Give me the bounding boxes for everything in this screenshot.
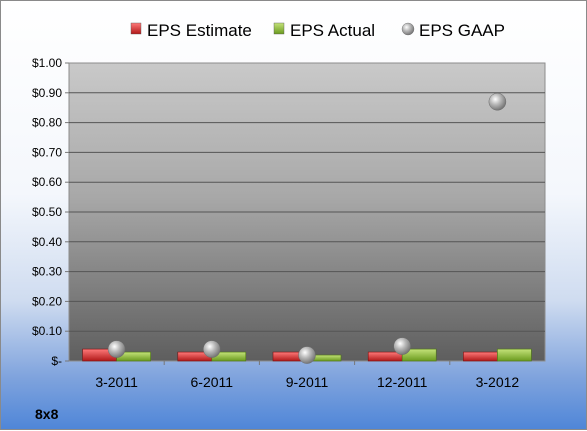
- y-tick-label: $0.40: [32, 235, 62, 249]
- y-tick-label: $0.20: [32, 294, 62, 308]
- x-tick-label: 12-2011: [377, 374, 428, 390]
- legend-label: EPS Actual: [290, 21, 375, 40]
- bar-eps-actual: [401, 348, 437, 362]
- legend-label: EPS GAAP: [419, 21, 505, 40]
- legend-swatch: [273, 22, 285, 35]
- point-eps-gaap: [298, 346, 316, 364]
- x-tick-label: 3-2012: [476, 374, 520, 390]
- x-tick-label: 9-2011: [286, 374, 329, 390]
- y-tick-label: $0.30: [32, 265, 62, 279]
- legend-swatch: [130, 22, 142, 35]
- bar-eps-estimate: [367, 351, 403, 362]
- y-tick-label: $0.70: [32, 145, 62, 159]
- y-tick-label: $-: [51, 354, 62, 368]
- x-tick-label: 3-2011: [95, 374, 138, 390]
- bar-eps-actual: [497, 348, 532, 362]
- company-label: 8x8: [35, 406, 59, 422]
- y-tick-label: $0.50: [32, 205, 62, 219]
- bar-eps-estimate: [463, 351, 498, 362]
- point-eps-gaap: [203, 340, 221, 358]
- point-eps-gaap: [488, 92, 507, 111]
- y-tick-label: $0.60: [32, 175, 62, 189]
- y-tick-label: $1.00: [32, 56, 62, 70]
- point-eps-gaap: [393, 337, 411, 355]
- y-tick-label: $0.90: [32, 86, 62, 100]
- legend-swatch: [401, 22, 415, 36]
- legend-label: EPS Estimate: [147, 21, 252, 40]
- point-eps-gaap: [107, 340, 126, 358]
- x-tick-label: 6-2011: [191, 374, 234, 390]
- y-tick-label: $0.80: [32, 116, 62, 130]
- y-tick-label: $0.10: [32, 324, 62, 338]
